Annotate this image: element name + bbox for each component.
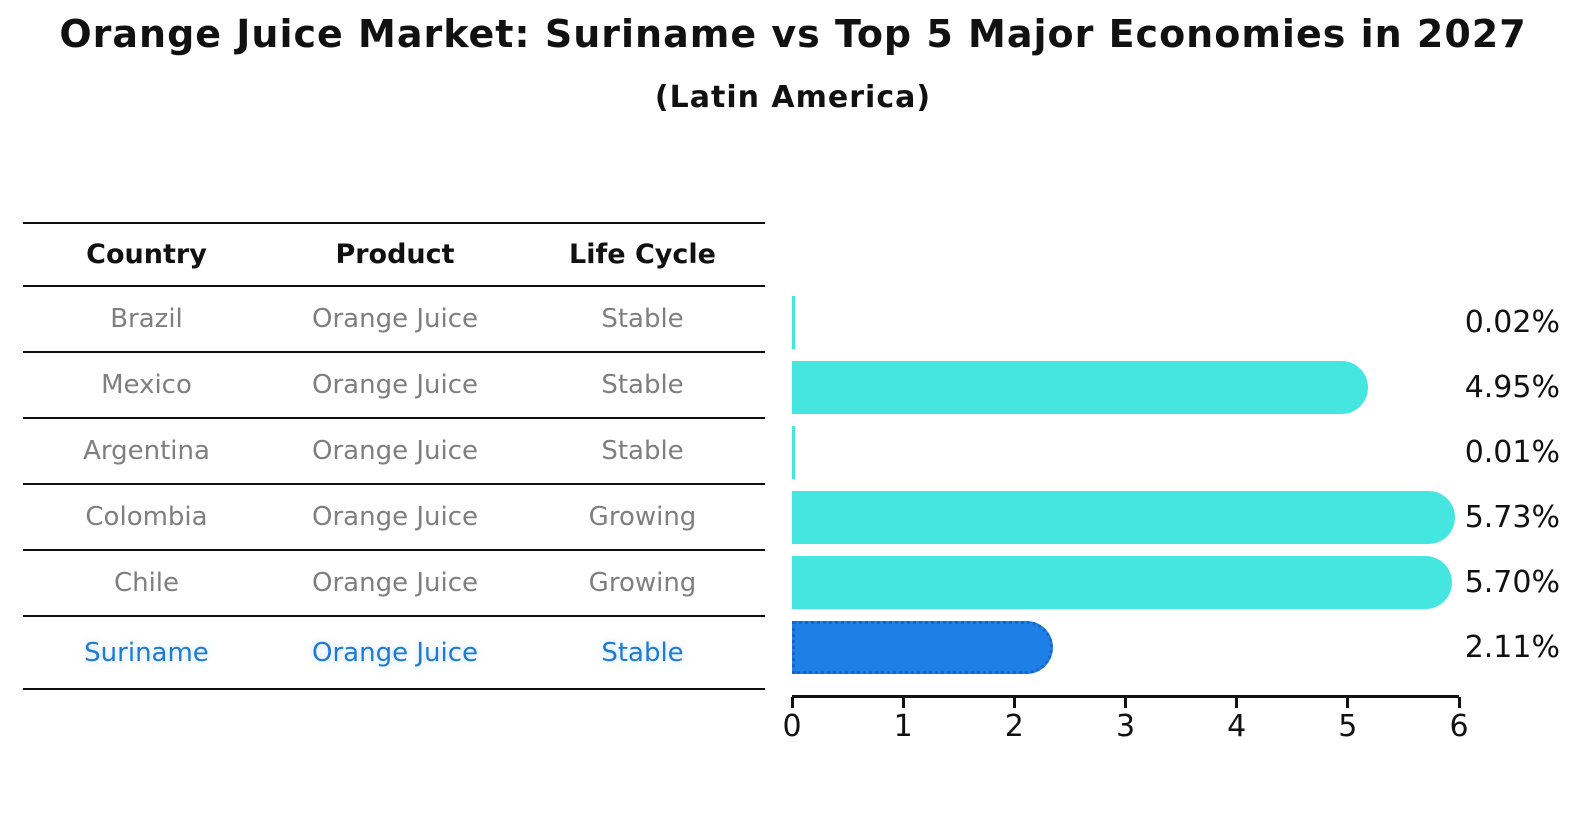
x-axis-ticklabel-4: 4 xyxy=(1227,709,1247,744)
table-cell-life-cycle: Growing xyxy=(588,568,697,598)
bar-mexico xyxy=(792,361,1369,414)
x-axis: 0 1 2 3 4 5 6 xyxy=(782,695,1469,745)
bar-chile xyxy=(792,556,1452,609)
value-label-slot-argentina: 0.01% xyxy=(1440,420,1560,485)
bar-slot-suriname xyxy=(792,615,1459,680)
chart-subtitle: (Latin America) xyxy=(654,80,932,115)
table-cell-product: Orange Juice xyxy=(312,436,478,466)
x-axis-ticklabel-6: 6 xyxy=(1449,709,1469,744)
value-label-brazil: 0.02% xyxy=(1464,305,1560,340)
x-axis-ticklabel-0: 0 xyxy=(782,709,802,744)
bar-value-labels: 0.02% 4.95% 0.01% 5.73% 5.70% 2.11% xyxy=(1440,290,1560,695)
x-axis-tickmark-1 xyxy=(901,697,905,708)
bar-brazil xyxy=(792,296,795,349)
value-label-slot-brazil: 0.02% xyxy=(1440,290,1560,355)
table-header-product: Product xyxy=(335,239,455,270)
table-cell-life-cycle: Stable xyxy=(601,370,684,400)
table-cell-life-cycle: Stable xyxy=(601,304,684,334)
table-cell-product: Orange Juice xyxy=(312,370,478,400)
table-cell-product: Orange Juice xyxy=(312,568,478,598)
bar-chart-plot-area xyxy=(792,290,1459,698)
table-cell-life-cycle: Growing xyxy=(588,502,697,532)
table-row-argentina: Argentina Orange Juice Stable xyxy=(23,419,765,485)
table-row-chile: Chile Orange Juice Growing xyxy=(23,551,765,617)
bar-colombia xyxy=(792,491,1455,544)
chart-title: Orange Juice Market: Suriname vs Top 5 M… xyxy=(59,12,1527,56)
table-body: Brazil Orange Juice Stable Mexico Orange Jui… xyxy=(23,287,765,690)
bar-slot-chile xyxy=(792,550,1459,615)
table-cell-product: Orange Juice xyxy=(312,637,478,668)
table-cell-country: Mexico xyxy=(101,370,192,400)
value-label-chile: 5.70% xyxy=(1464,565,1560,600)
bar-argentina xyxy=(792,426,795,479)
value-label-slot-colombia: 5.73% xyxy=(1440,485,1560,550)
table-header-life-cycle: Life Cycle xyxy=(569,239,716,270)
table-header-country: Country xyxy=(86,239,207,270)
bar-slot-mexico xyxy=(792,355,1459,420)
x-axis-ticklabel-2: 2 xyxy=(1004,709,1024,744)
value-label-suriname: 2.11% xyxy=(1464,630,1560,665)
table-cell-country: Brazil xyxy=(110,304,183,334)
x-axis-ticklabel-1: 1 xyxy=(893,709,913,744)
x-axis-tickmark-6 xyxy=(1457,697,1461,708)
table-row-colombia: Colombia Orange Juice Growing xyxy=(23,485,765,551)
table-row-brazil: Brazil Orange Juice Stable xyxy=(23,287,765,353)
x-axis-tickmark-4 xyxy=(1235,697,1239,708)
value-label-slot-suriname: 2.11% xyxy=(1440,615,1560,680)
bar-slot-argentina xyxy=(792,420,1459,485)
table-cell-country: Chile xyxy=(113,568,180,598)
x-axis-ticklabel-3: 3 xyxy=(1115,709,1136,744)
bar-slot-brazil xyxy=(792,290,1459,355)
table-cell-product: Orange Juice xyxy=(312,502,478,532)
x-axis-tickmark-5 xyxy=(1346,697,1350,708)
value-label-slot-mexico: 4.95% xyxy=(1440,355,1560,420)
x-axis-ticklabel-5: 5 xyxy=(1338,709,1358,744)
table-row-mexico: Mexico Orange Juice Stable xyxy=(23,353,765,419)
x-axis-tickmark-2 xyxy=(1012,697,1016,708)
table-cell-life-cycle: Stable xyxy=(601,436,684,466)
value-label-colombia: 5.73% xyxy=(1464,500,1560,535)
country-table: Country Product Life Cycle Brazil Orange … xyxy=(23,222,765,690)
bar-suriname xyxy=(792,621,1053,674)
table-cell-country: Argentina xyxy=(83,436,210,466)
table-header-row: Country Product Life Cycle xyxy=(23,224,765,287)
table-cell-product: Orange Juice xyxy=(312,304,478,334)
value-label-slot-chile: 5.70% xyxy=(1440,550,1560,615)
table-cell-country: Colombia xyxy=(85,502,208,532)
bar-slot-colombia xyxy=(792,485,1459,550)
table-cell-country: Suriname xyxy=(84,637,209,668)
x-axis-tickmark-0 xyxy=(790,697,794,708)
table-row-suriname: Suriname Orange Juice Stable xyxy=(23,617,765,690)
value-label-mexico: 4.95% xyxy=(1464,370,1560,405)
value-label-argentina: 0.01% xyxy=(1464,435,1560,470)
x-axis-tickmark-3 xyxy=(1124,697,1127,708)
table-cell-life-cycle: Stable xyxy=(601,637,684,668)
